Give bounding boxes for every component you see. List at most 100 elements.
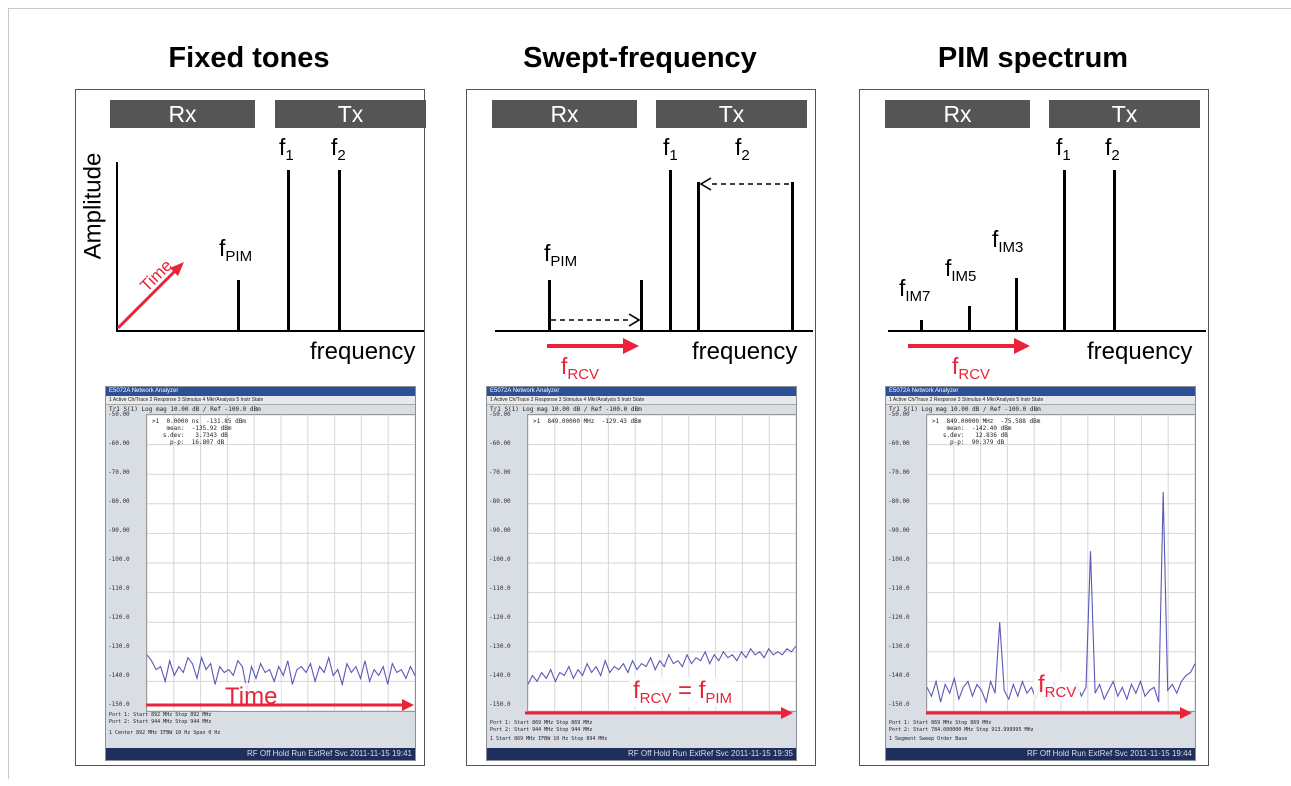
plot-area: [146, 414, 415, 712]
status-bar: RF Off Hold Run ExtRef Svc 2011-11-15 19…: [886, 748, 1195, 760]
y-tick: -60.00: [489, 440, 511, 447]
analyzer-screen: E5072A Network Analyzer 1 Active Ch/Trac…: [486, 386, 797, 761]
y-tick: -140.0: [888, 672, 910, 679]
pim-end-line: [640, 280, 643, 331]
y-tick: -140.0: [489, 672, 511, 679]
marker-readout: >1 849.00000 MHz -129.43 dBm: [533, 418, 642, 425]
frequency-label: frequency: [310, 338, 416, 365]
y-tick: -100.0: [888, 556, 910, 563]
rcv-label: fRCV: [561, 353, 600, 383]
footer-stimulus: 1 Start 869 MHz IFBW 10 Hz Stop 894 MHz: [490, 736, 608, 742]
footer-port1: Port 1: Start 869 MHz Stop 869 MHz: [889, 720, 992, 726]
screen-title: E5072A Network Analyzer: [106, 387, 415, 396]
footer-port1: Port 1: Start 869 MHz Stop 869 MHz: [490, 720, 593, 726]
rcv-equals-pim-overlay: fRCV = fPIM: [629, 677, 737, 707]
y-tick: -150.0: [888, 701, 910, 708]
status-bar: RF Off Hold Run ExtRef Svc 2011-11-15 19…: [487, 748, 796, 760]
y-tick: -70.00: [108, 469, 130, 476]
y-tick: -80.00: [888, 498, 910, 505]
rcv-arrow: [908, 338, 1030, 354]
im7-label: fIM7: [899, 275, 931, 305]
y-tick: -50.00: [108, 411, 130, 418]
y-tick: -50.00: [888, 411, 910, 418]
screen-title: E5072A Network Analyzer: [886, 387, 1195, 396]
overlay-arrow: [926, 707, 1192, 719]
y-tick: -70.00: [489, 469, 511, 476]
y-tick: -90.00: [108, 527, 130, 534]
trace-plot: [926, 414, 1195, 712]
y-tick: -130.0: [489, 643, 511, 650]
x-axis: [495, 330, 813, 332]
footer-stimulus: 1 Center 892 MHz IFBW 10 Hz Span 0 Hz: [109, 730, 221, 736]
frequency-label: frequency: [1087, 338, 1193, 365]
tx-band: Tx: [656, 100, 807, 128]
y-tick: -50.00: [489, 411, 511, 418]
f1-label: f1: [1056, 134, 1071, 164]
rcv-label: fRCV: [952, 353, 991, 383]
panel-swept-frequency: Rx Tx f1 f2 fPIM fRCV frequency E5072A N…: [466, 89, 816, 766]
footer-port2: Port 2: Start 784.000000 MHz Stop 913.99…: [889, 727, 1034, 733]
analyzer-screen: E5072A Network Analyzer 1 Active Ch/Trac…: [105, 386, 416, 761]
y-tick: -120.0: [489, 614, 511, 621]
overlay-arrow: [525, 707, 793, 719]
footer-port1: Port 1: Start 892 MHz Stop 892 MHz: [109, 712, 212, 718]
im3-label: fIM3: [992, 226, 1024, 256]
y-tick: -130.0: [108, 643, 130, 650]
y-tick: -110.0: [108, 585, 130, 592]
y-tick: -100.0: [489, 556, 511, 563]
y-tick: -130.0: [888, 643, 910, 650]
f1-label: f1: [279, 134, 294, 164]
marker-readout: >1 849.00000 MHz -75.588 dBm mean: -142.…: [932, 418, 1041, 446]
y-tick: -60.00: [888, 440, 910, 447]
figure-frame: [8, 8, 1291, 779]
frequency-label: frequency: [692, 338, 798, 365]
rx-band: Rx: [110, 100, 255, 128]
pim-label: fPIM: [544, 240, 578, 270]
footer-stimulus: 1 Segment Sweep Order Base: [889, 736, 968, 742]
f1-line: [669, 170, 672, 331]
y-tick: -100.0: [108, 556, 130, 563]
panel-title-swept-frequency: Swept-frequency: [523, 42, 757, 74]
rcv-overlay: fRCV: [1034, 671, 1081, 701]
plot-area: [527, 414, 796, 712]
status-bar: RF Off Hold Run ExtRef Svc 2011-11-15 19…: [106, 748, 415, 760]
f1-line: [287, 170, 290, 331]
y-tick: -110.0: [489, 585, 511, 592]
tx-band: Tx: [1049, 100, 1200, 128]
f2-end-line: [791, 182, 794, 331]
trace-line: [527, 645, 796, 685]
marker-readout: >1 0.0000 ns -131.85 dBm mean: -135.92 d…: [152, 418, 246, 446]
f1-line: [1063, 170, 1066, 331]
screen-title: E5072A Network Analyzer: [487, 387, 796, 396]
sweep-arrows: [547, 177, 789, 354]
panel-fixed-tones: Rx Tx f1 f2 Amplitude fPIM Time frequenc…: [75, 89, 426, 766]
y-tick: -150.0: [489, 701, 511, 708]
screen-menu: 1 Active Ch/Trace 2 Response 3 Stimulus …: [106, 396, 415, 405]
y-tick: -140.0: [108, 672, 130, 679]
trace-plot: [146, 414, 415, 712]
y-tick: -90.00: [888, 527, 910, 534]
x-axis: [888, 330, 1206, 332]
footer-port2: Port 2: Start 944 MHz Stop 944 MHz: [490, 727, 593, 733]
screen-menu: 1 Active Ch/Trace 2 Response 3 Stimulus …: [487, 396, 796, 405]
f1-label: f1: [663, 134, 678, 164]
panel-title-fixed-tones: Fixed tones: [168, 42, 330, 74]
trace-line: [146, 654, 415, 691]
f2-label: f2: [331, 134, 346, 164]
y-tick: -60.00: [108, 440, 130, 447]
y-tick: -120.0: [108, 614, 130, 621]
y-tick: -80.00: [108, 498, 130, 505]
tx-band: Tx: [275, 100, 426, 128]
trace-header: Tr1 S(1) Log mag 10.00 dB / Ref -100.0 d…: [109, 406, 261, 413]
footer-port2: Port 2: Start 944 MHz Stop 944 MHz: [109, 719, 212, 725]
panel-title-pim-spectrum: PIM spectrum: [937, 42, 1129, 74]
pim-label: fPIM: [219, 235, 253, 265]
y-tick: -80.00: [489, 498, 511, 505]
x-axis: [116, 330, 424, 332]
screen-menu: 1 Active Ch/Trace 2 Response 3 Stimulus …: [886, 396, 1195, 405]
f2-line: [1113, 170, 1116, 331]
y-tick: -150.0: [108, 701, 130, 708]
plot-area: [926, 414, 1195, 712]
im3-line: [1015, 278, 1018, 331]
f2-label: f2: [735, 134, 750, 164]
